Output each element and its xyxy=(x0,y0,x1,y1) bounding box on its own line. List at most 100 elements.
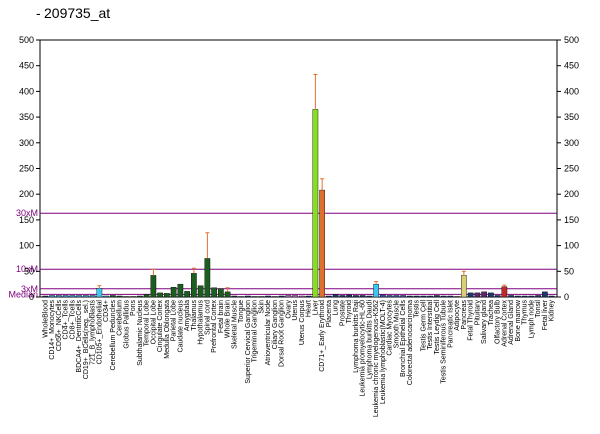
bar xyxy=(177,283,184,298)
category-label: Lung xyxy=(333,300,340,316)
bars xyxy=(42,109,555,298)
category-label: Cerebellum xyxy=(117,300,124,336)
left-tick-label: 0 xyxy=(29,292,34,302)
bar xyxy=(76,295,82,298)
right-tick-label: 50 xyxy=(564,266,574,276)
bar xyxy=(488,292,494,298)
bar xyxy=(42,295,49,298)
category-label: Thalamus xyxy=(191,300,198,331)
bar xyxy=(56,295,62,298)
category-label: Cingulate Cortex xyxy=(157,300,164,353)
bar xyxy=(238,296,244,298)
reference-line-label: Median xyxy=(8,289,38,299)
category-label: Testis xyxy=(414,300,421,318)
right-tick-label: 300 xyxy=(564,138,579,148)
right-tick-label: 100 xyxy=(564,241,579,251)
category-label: CD4+_Tcells xyxy=(63,300,70,340)
category-label: BDCA4+_DentriticCells xyxy=(76,300,83,373)
category-label: Fetal brain xyxy=(218,300,225,333)
category-label: Amygdala xyxy=(184,300,191,331)
category-label: Tonsil xyxy=(535,300,542,318)
category-label: Dorsal Root Ganglion xyxy=(279,300,286,367)
bar xyxy=(96,288,103,298)
category-label: Ciliary Ganglion xyxy=(272,300,279,350)
category-label: Testis Interstitial xyxy=(427,300,434,350)
category-label: Lymph node xyxy=(528,300,535,338)
bar xyxy=(137,295,143,298)
category-label: Pancreas xyxy=(461,300,468,330)
left-tick-label: 400 xyxy=(19,86,34,96)
reference-line-label: 3xM xyxy=(21,284,38,294)
bar xyxy=(366,295,373,298)
left-axis-ticks: 0 50 100 150 200 250 300 350 400 450 500 xyxy=(19,35,40,302)
category-label: Fetal liver xyxy=(542,299,549,330)
bar xyxy=(528,295,535,298)
bar xyxy=(427,295,433,298)
bar xyxy=(184,291,190,298)
category-label: Lymphoma burkitts Raji xyxy=(353,300,360,373)
category-label: Trigeminal Ganglion xyxy=(252,300,259,362)
category-label: Leukemia promyelocytic-HL-60 xyxy=(360,300,367,397)
category-label: Olfactory Bulb xyxy=(495,300,502,344)
bar xyxy=(62,295,69,298)
category-label: Testis Germ Cell xyxy=(420,300,427,352)
bar xyxy=(312,109,319,298)
error-bars xyxy=(97,73,507,292)
category-label: Occipital Lobe xyxy=(150,300,157,344)
category-label: Fetal Thyroid xyxy=(468,300,475,341)
category-label: CD19+_BCells(neg._sel.) xyxy=(83,300,90,379)
bar xyxy=(83,295,89,298)
bar xyxy=(278,295,285,298)
bar xyxy=(299,295,305,298)
reference-line-label: 10xM xyxy=(16,264,38,274)
bar xyxy=(103,295,109,298)
category-label: Hypothalamus xyxy=(198,300,205,345)
category-label: Lymphoma burkitts Daudi xyxy=(366,300,373,380)
bar xyxy=(130,296,136,298)
left-tick-label: 150 xyxy=(19,215,34,225)
bar xyxy=(164,293,170,298)
category-label: WholeBlood xyxy=(42,300,49,338)
reference-line-label: 30xM xyxy=(16,208,38,218)
bar xyxy=(521,295,528,298)
bar xyxy=(386,295,393,298)
left-tick-label: 500 xyxy=(19,35,34,45)
bar xyxy=(481,291,487,298)
category-label: Medulla Oblongata xyxy=(164,300,171,359)
category-label: 721_B_lymphoblasts xyxy=(90,300,97,365)
category-label: Testis Seminiferous Tubule xyxy=(441,300,448,384)
right-tick-label: 150 xyxy=(564,215,579,225)
left-tick-label: 450 xyxy=(19,61,34,71)
category-label: Uterus Corpus xyxy=(299,300,306,346)
category-label: Bronchial Epithelial Cells xyxy=(400,300,407,378)
left-tick-label: 100 xyxy=(19,241,34,251)
category-label: CD14+_Monocytes xyxy=(49,300,56,360)
category-label: Bone marrow xyxy=(515,299,522,342)
bar xyxy=(110,295,116,298)
bar xyxy=(346,294,352,298)
bar xyxy=(508,295,514,298)
chart-title: 209735_at xyxy=(44,5,110,21)
bar xyxy=(251,296,258,298)
bar xyxy=(204,258,211,298)
category-label: Uterus xyxy=(292,300,299,321)
bar xyxy=(413,295,420,298)
bar xyxy=(467,292,474,298)
category-label: Tongue xyxy=(238,300,245,323)
bar xyxy=(339,295,346,298)
left-tick-label: 300 xyxy=(19,138,34,148)
bar xyxy=(447,295,454,298)
bar xyxy=(89,295,96,298)
category-label: Ovary xyxy=(285,300,292,319)
bar xyxy=(197,285,204,298)
category-label: CD56+_NKCells xyxy=(56,300,63,352)
category-label: CD34+ xyxy=(103,300,110,322)
bar xyxy=(123,296,130,298)
left-tick-label: 50 xyxy=(24,266,34,276)
category-label: Colorectal adenocarcinoma xyxy=(407,300,414,385)
category-label: Leukemia chronic myelogenous-K562 xyxy=(373,300,380,417)
category-label: Thymus xyxy=(522,300,529,325)
category-label: Prefrontal Cortex xyxy=(211,300,218,353)
